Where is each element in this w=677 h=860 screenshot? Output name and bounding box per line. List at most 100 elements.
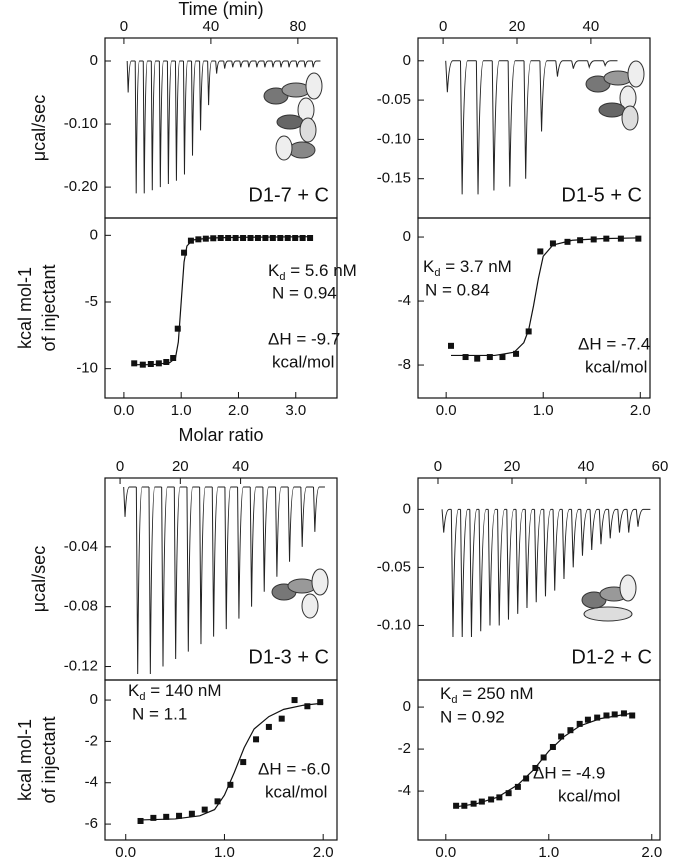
data-point xyxy=(214,798,221,805)
data-point xyxy=(131,360,138,367)
injection-peak xyxy=(475,60,493,195)
injection-peak xyxy=(445,60,461,93)
data-point xyxy=(567,727,574,734)
data-point xyxy=(147,361,154,367)
x-tick-label: 60 xyxy=(652,458,669,475)
injection-peak xyxy=(555,60,572,77)
x-tick-label: 40 xyxy=(232,458,249,475)
data-point xyxy=(278,715,285,722)
n-annotation: N = 1.1 xyxy=(132,704,187,723)
data-point xyxy=(617,235,624,242)
y-tick-label: -0.10 xyxy=(377,616,411,633)
protein-icon-c xyxy=(271,568,329,619)
x-tick-label: 20 xyxy=(504,458,521,475)
injection-peak xyxy=(166,60,176,184)
x-tick-label: 0.0 xyxy=(115,844,136,860)
injection-peak xyxy=(239,60,248,68)
data-point xyxy=(174,325,181,332)
injection-peak xyxy=(561,508,572,580)
data-point xyxy=(176,812,183,819)
dh-annotation: ΔH = -6.0 xyxy=(258,759,330,778)
data-point xyxy=(299,235,306,241)
injection-peak xyxy=(487,508,498,626)
injection-peak xyxy=(174,60,184,181)
injection-peak xyxy=(300,486,314,547)
data-point xyxy=(217,235,224,241)
data-point xyxy=(291,697,298,704)
y-axis-label: μcal/sec xyxy=(29,546,49,612)
injection-peak xyxy=(626,508,637,533)
kd-subscript: d xyxy=(279,271,285,283)
data-point xyxy=(549,240,556,247)
injection-peak xyxy=(534,508,544,603)
injection-peak xyxy=(224,486,238,630)
injection-peak xyxy=(497,508,507,626)
y-tick-label: 0 xyxy=(403,698,411,715)
data-point xyxy=(195,236,202,243)
injection-peak xyxy=(552,508,563,591)
data-point xyxy=(269,235,276,241)
x-tick-label: 0.0 xyxy=(436,402,457,419)
x-axis-label: Time (min) xyxy=(178,0,263,19)
panel-title: D1-2 + C xyxy=(571,646,652,668)
x-tick-label: 2.0 xyxy=(630,402,651,419)
protein-icon-b xyxy=(585,60,645,131)
y-tick-label: -0.10 xyxy=(377,130,411,147)
injection-peak xyxy=(312,486,325,532)
data-point xyxy=(188,810,195,817)
injection-peak xyxy=(275,486,289,577)
x-tick-label: 0.0 xyxy=(435,844,456,860)
data-point xyxy=(240,759,247,766)
x-tick-label: 80 xyxy=(290,18,307,35)
data-point xyxy=(317,699,324,706)
data-point xyxy=(611,711,618,718)
injection-peak xyxy=(186,486,200,652)
data-point xyxy=(532,764,539,771)
y-tick-label: 0 xyxy=(90,226,98,243)
y-tick-label: 0 xyxy=(403,52,411,69)
data-point xyxy=(277,235,284,241)
injection-peak xyxy=(249,486,263,607)
kd-annotation: Kd = 140 nM xyxy=(128,681,222,702)
injection-peak xyxy=(469,508,480,638)
x-tick-label: 0 xyxy=(434,458,442,475)
injection-peak xyxy=(459,60,477,195)
injection-peak xyxy=(255,60,264,68)
injection-peak xyxy=(126,60,136,93)
injection-peak xyxy=(148,486,162,675)
injection-peak xyxy=(311,60,321,68)
injection-peak xyxy=(150,60,160,191)
injection-peak xyxy=(191,60,200,156)
x-tick-label: 2.0 xyxy=(313,844,334,860)
injection-peak xyxy=(635,508,651,527)
injection-peak xyxy=(587,60,604,69)
y-tick-label: 0 xyxy=(90,691,98,708)
plot-frame xyxy=(417,679,661,841)
injection-peak xyxy=(207,60,216,106)
data-point xyxy=(181,249,188,256)
injection-peak xyxy=(182,60,192,175)
x-tick-label: 0 xyxy=(120,18,128,35)
data-point xyxy=(564,238,571,245)
data-point xyxy=(603,712,610,719)
x-tick-label: 0.0 xyxy=(113,402,134,419)
x-tick-label: 20 xyxy=(509,18,526,35)
y-tick-label: -0.10 xyxy=(64,115,98,132)
x-tick-label: 0 xyxy=(439,18,447,35)
kd-value: = 140 nM xyxy=(145,681,221,700)
y-axis-label: of injectant xyxy=(39,264,59,351)
data-point xyxy=(150,814,157,821)
injection-peak xyxy=(161,486,175,667)
injection-peak xyxy=(211,486,225,637)
injection-peak xyxy=(263,60,272,68)
injection-peak xyxy=(123,486,137,517)
injection-peak xyxy=(450,508,461,638)
y-tick-label: -0.05 xyxy=(377,558,411,575)
unit-annotation: kcal/mol xyxy=(272,352,334,371)
data-point xyxy=(232,235,239,241)
kd-symbol: K xyxy=(268,261,280,280)
y-tick-label: -10 xyxy=(76,360,98,377)
injection-peak xyxy=(199,486,213,645)
data-point xyxy=(470,800,477,807)
